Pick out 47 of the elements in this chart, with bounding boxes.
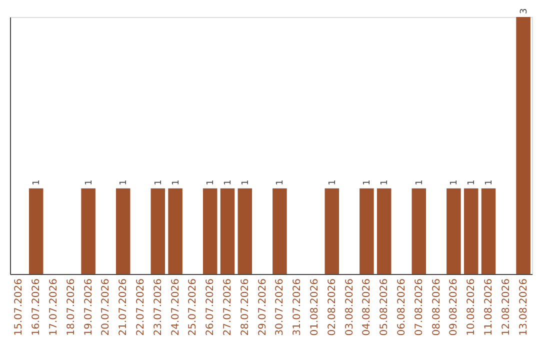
x-tick-label: 06.08.2026: [396, 278, 408, 336]
x-tick-label: 31.07.2026: [292, 278, 304, 336]
x-tick-label: 19.07.2026: [83, 278, 94, 336]
data-label: 1: [224, 180, 234, 186]
data-label: 1: [328, 180, 338, 186]
x-tick-label: 25.07.2026: [188, 278, 199, 336]
x-tick-label: 07.08.2026: [414, 278, 425, 336]
x-tick-label: 26.07.2026: [205, 278, 216, 336]
data-label: 1: [32, 180, 42, 186]
x-tick-label: 28.07.2026: [240, 278, 251, 336]
data-label: 1: [154, 180, 164, 186]
data-label: 1: [414, 180, 425, 186]
x-tick-label: 18.07.2026: [66, 278, 77, 336]
data-label: 1: [362, 180, 373, 186]
data-label: 1: [206, 180, 216, 186]
x-tick-label: 10.08.2026: [466, 278, 478, 336]
x-tick-label: 03.08.2026: [344, 278, 356, 336]
x-tick-label: 09.08.2026: [448, 278, 460, 336]
x-tick-label: 27.07.2026: [222, 278, 234, 336]
x-tick-label: 30.07.2026: [274, 278, 286, 336]
x-tick-label: 05.08.2026: [379, 278, 390, 336]
data-label: 1: [119, 180, 130, 186]
x-tick-label: 29.07.2026: [257, 278, 268, 336]
data-label: 1: [450, 180, 460, 186]
data-label: 1: [276, 180, 286, 186]
x-tick-label: 08.08.2026: [431, 278, 442, 336]
data-label: 1: [240, 180, 251, 186]
x-tick-label: 24.07.2026: [170, 278, 182, 336]
x-tick-label: 23.07.2026: [152, 278, 164, 336]
x-tick-label: 21.07.2026: [118, 278, 130, 336]
x-tick-label: 20.07.2026: [100, 278, 112, 336]
x-tick-label: 15.07.2026: [14, 278, 25, 336]
x-tick-label: 22.07.2026: [136, 278, 146, 336]
data-label: 1: [467, 180, 478, 186]
x-tick-label: 16.07.2026: [31, 278, 42, 336]
x-tick-label: 12.08.2026: [500, 278, 512, 336]
x-tick-label: 13.08.2026: [518, 278, 530, 336]
x-tick-label: 02.08.2026: [326, 278, 338, 336]
x-tick-label: 11.08.2026: [484, 278, 494, 336]
x-tick-label: 17.07.2026: [48, 278, 60, 336]
x-tick-label: 04.08.2026: [362, 278, 373, 336]
data-label: 3: [519, 8, 530, 14]
data-label: 1: [484, 180, 494, 186]
x-tick-label: 01.08.2026: [310, 278, 320, 336]
data-label: 1: [380, 180, 390, 186]
data-label: 1: [171, 180, 182, 186]
data-label: 1: [84, 180, 94, 186]
